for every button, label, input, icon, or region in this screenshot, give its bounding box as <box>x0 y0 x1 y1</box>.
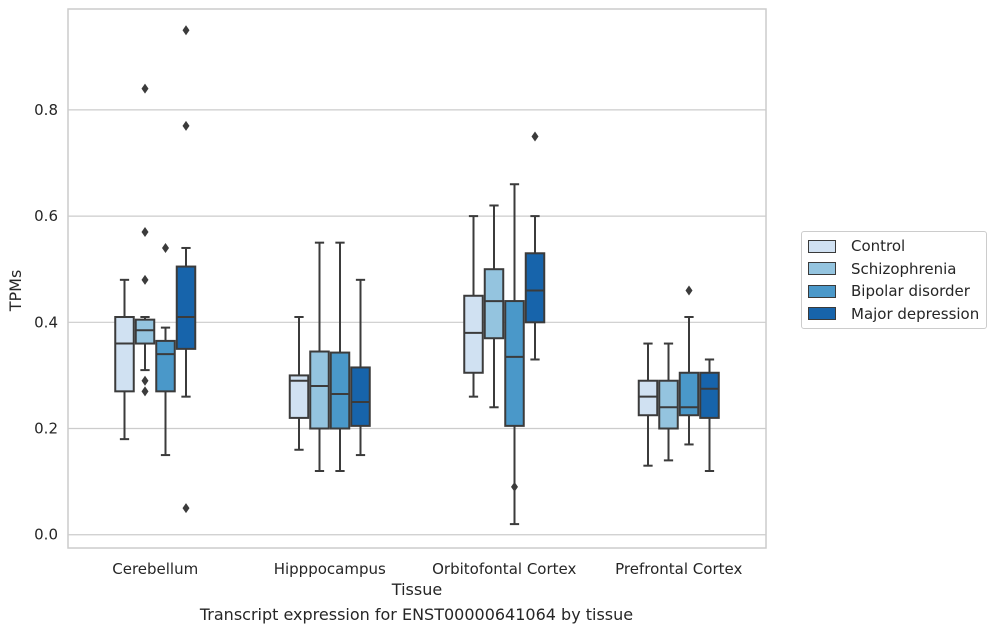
box-iqr <box>678 371 700 417</box>
box-bipolar-disorder <box>504 183 525 526</box>
box-bipolar-disorder <box>678 285 700 446</box>
box-iqr <box>350 366 371 427</box>
box-iqr <box>658 379 679 430</box>
plot-frame <box>67 8 767 549</box>
legend-label: Bipolar disorder <box>851 282 970 301</box>
box-control <box>288 316 310 451</box>
outlier-point <box>162 242 169 253</box>
legend: Control Schizophrenia Bipolar disorder Majo… <box>801 231 987 329</box>
box-iqr <box>699 371 720 419</box>
box-iqr <box>175 265 197 350</box>
box-major-depression <box>699 358 720 472</box>
box-schizophrenia <box>658 342 679 462</box>
legend-swatch <box>808 239 836 253</box>
legend-swatch <box>808 262 836 276</box>
outlier-point <box>141 274 149 285</box>
outlier-point <box>182 25 190 36</box>
box-iqr <box>134 318 156 345</box>
outlier-point <box>141 227 149 238</box>
x-tick-label: Hipppocampus <box>274 560 386 578</box>
legend-item: Bipolar disorder <box>802 280 986 303</box>
box-iqr <box>155 339 176 393</box>
legend-item: Schizophrenia <box>802 258 986 281</box>
outlier-point <box>685 285 693 296</box>
x-axis-label: Tissue <box>391 580 442 599</box>
box-bipolar-disorder <box>329 241 351 472</box>
box-iqr <box>329 351 351 430</box>
box-iqr <box>637 379 659 417</box>
outlier-point <box>141 83 149 94</box>
box-iqr <box>524 252 546 324</box>
y-tick-label: 0.0 <box>34 526 58 544</box>
legend-item: Major depression <box>802 303 986 326</box>
box-iqr <box>114 316 135 393</box>
legend-label: Control <box>851 237 906 256</box>
y-tick-label: 0.6 <box>34 207 58 225</box>
box-iqr <box>504 300 525 427</box>
y-tick-label: 0.2 <box>34 420 58 438</box>
x-tick-label: Prefrontal Cortex <box>615 560 742 578</box>
outlier-point <box>141 375 149 386</box>
legend-item: Control <box>802 235 986 258</box>
box-major-depression <box>175 25 197 514</box>
y-tick-label: 0.8 <box>34 101 58 119</box>
outlier-point <box>182 120 190 131</box>
box-iqr <box>309 350 330 430</box>
box-control <box>637 342 659 467</box>
y-axis-label: TPMs <box>6 270 25 313</box>
box-schizophrenia <box>309 241 330 472</box>
y-tick-label: 0.4 <box>34 313 58 331</box>
outlier-point <box>141 386 149 397</box>
outlier-point <box>511 481 518 492</box>
figure-caption: Transcript expression for ENST0000064106… <box>199 605 634 624</box>
box-schizophrenia <box>134 83 156 397</box>
legend-swatch <box>808 284 836 298</box>
legend-swatch <box>808 307 836 321</box>
box-bipolar-disorder <box>155 242 176 457</box>
box-major-depression <box>350 278 371 457</box>
box-iqr <box>463 294 484 374</box>
outlier-point <box>531 131 539 142</box>
outlier-point <box>182 503 190 514</box>
box-major-depression <box>524 131 546 361</box>
box-iqr <box>288 374 310 419</box>
x-tick-label: Orbitofontal Cortex <box>432 560 576 578</box>
box-schizophrenia <box>483 204 505 409</box>
legend-label: Schizophrenia <box>851 259 957 278</box>
x-tick-label: Cerebellum <box>112 560 198 578</box>
box-control <box>463 215 484 398</box>
box-iqr <box>483 268 505 340</box>
box-control <box>114 278 135 441</box>
legend-label: Major depression <box>851 304 980 323</box>
